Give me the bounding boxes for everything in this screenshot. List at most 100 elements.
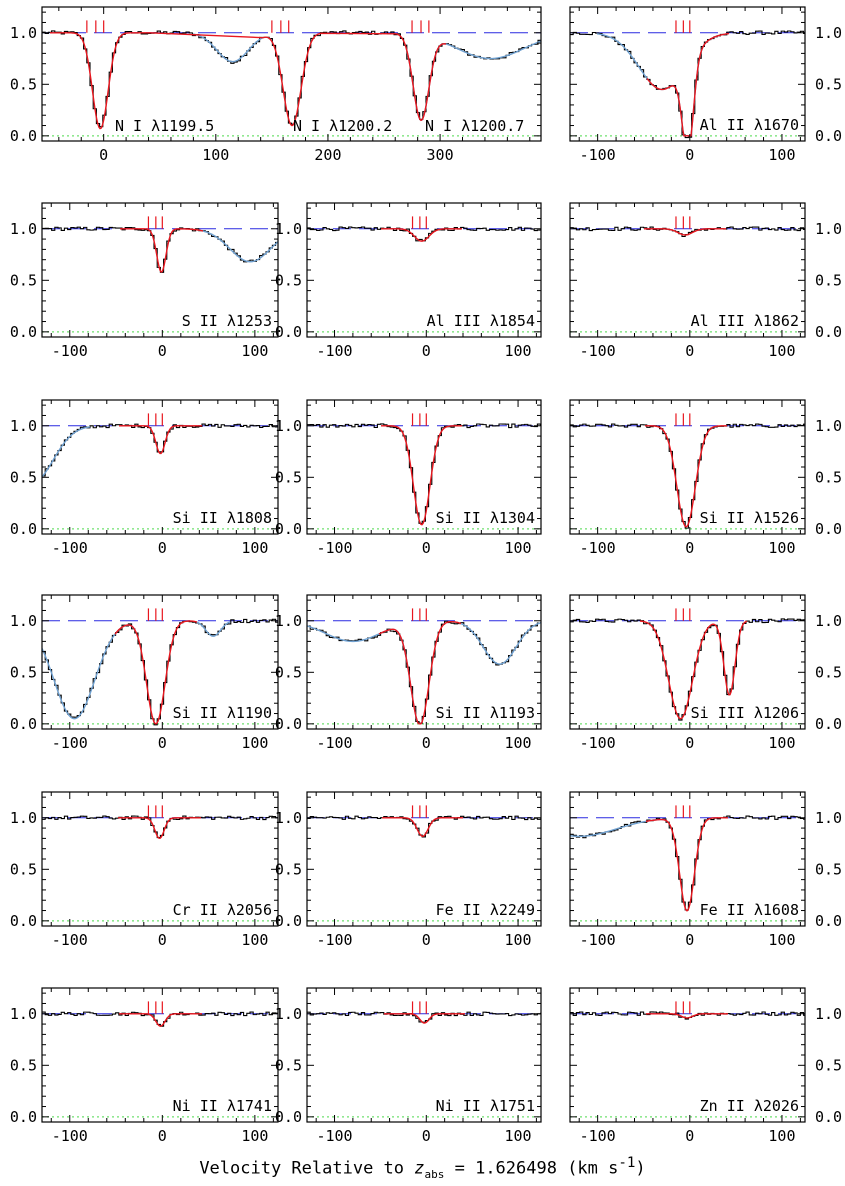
transition-label: N I λ1199.5	[115, 117, 214, 135]
y-tick-label: 0.0	[275, 520, 302, 538]
x-tick-label: 100	[241, 539, 268, 557]
y-tick-label: 0.0	[815, 1108, 842, 1126]
transition-label: Al III λ1862	[691, 312, 799, 330]
x-tick-label: 0	[685, 342, 694, 360]
x-tick-label: -100	[316, 1127, 352, 1145]
y-tick-label: 0.5	[275, 468, 302, 486]
blend-fit-curve	[192, 33, 541, 122]
x-tick-label: 100	[241, 734, 268, 752]
x-tick-label: -100	[580, 1127, 616, 1145]
y-tick-label: 0.5	[10, 271, 37, 289]
plot-area	[307, 423, 541, 530]
transition-label: N I λ1200.7	[425, 117, 524, 135]
plot-area	[307, 620, 541, 725]
y-tick-label: 1.0	[815, 24, 842, 42]
x-tick-label: -100	[580, 539, 616, 557]
y-tick-label: 1.0	[10, 809, 37, 827]
y-tick-label: 1.0	[10, 220, 37, 238]
data-spectrum	[307, 1011, 541, 1023]
x-tick-label: 0	[422, 539, 431, 557]
voigt-fit-curve	[118, 425, 202, 455]
y-tick-label: 0.5	[815, 271, 842, 289]
y-tick-label: 0.5	[815, 468, 842, 486]
x-axis-title-close: )	[635, 1158, 646, 1179]
y-tick-label: 0.0	[275, 715, 302, 733]
data-spectrum	[570, 815, 805, 911]
voigt-fit-curve	[646, 1013, 728, 1019]
x-axis-title-sub: abs	[424, 1168, 445, 1182]
x-tick-label: -100	[580, 342, 616, 360]
plot-area	[307, 1011, 541, 1118]
plot-area	[42, 1011, 278, 1118]
panel-13: -100 0 100 0.0 0.5 1.0 Fe II λ1608	[569, 791, 842, 949]
voigt-fit-curve	[120, 228, 204, 273]
blend-fit-curve	[570, 818, 668, 838]
y-tick-label: 1.0	[815, 220, 842, 238]
voigt-fit-curve	[381, 425, 462, 526]
transition-label: Cr II λ2056	[173, 901, 272, 919]
x-tick-label: 0	[685, 931, 694, 949]
x-tick-label: 100	[241, 931, 268, 949]
plot-area	[42, 30, 541, 137]
x-tick-label: -100	[52, 734, 88, 752]
plot-area	[42, 815, 278, 922]
x-tick-label: -100	[52, 342, 88, 360]
y-tick-label: 0.0	[815, 912, 842, 930]
y-tick-label: 0.5	[815, 1056, 842, 1074]
x-tick-label: -100	[580, 146, 616, 164]
x-tick-label: 0	[685, 146, 694, 164]
x-tick-label: -100	[316, 539, 352, 557]
transition-label: Ni II λ1751	[436, 1097, 535, 1115]
voigt-fit-curve	[118, 817, 201, 839]
x-tick-label: 100	[241, 1127, 268, 1145]
transition-label: Si III λ1206	[691, 704, 799, 722]
transition-label: Ni II λ1741	[173, 1097, 272, 1115]
panel-1: -100 0 100 0.0 0.5 1.0 Al II λ1670	[569, 6, 842, 164]
x-tick-label: 100	[768, 342, 795, 360]
x-tick-label: -100	[316, 342, 352, 360]
x-tick-label: 100	[505, 1127, 532, 1145]
voigt-fit-curve	[646, 32, 730, 137]
x-tick-label: 0	[685, 1127, 694, 1145]
plot-area	[42, 226, 278, 333]
plot-area	[570, 618, 805, 725]
transition-label: S II λ1253	[182, 312, 272, 330]
panel-11: -100 0 100 0.0 0.5 1.0 Cr II λ2056	[10, 791, 279, 949]
panel-12: -100 0 100 0.0 0.5 1.0 Fe II λ2249	[275, 791, 542, 949]
transition-label: Zn II λ2026	[700, 1097, 799, 1115]
y-tick-label: 0.0	[275, 1108, 302, 1126]
y-tick-label: 1.0	[815, 1005, 842, 1023]
x-tick-label: 0	[422, 342, 431, 360]
x-tick-label: 0	[158, 734, 167, 752]
x-tick-label: 0	[422, 1127, 431, 1145]
panel-15: -100 0 100 0.0 0.5 1.0 Ni II λ1751	[275, 987, 542, 1145]
y-tick-label: 1.0	[10, 1005, 37, 1023]
voigt-fit-curve	[381, 228, 462, 242]
y-tick-label: 0.5	[275, 663, 302, 681]
y-tick-label: 0.5	[275, 271, 302, 289]
y-tick-label: 0.5	[10, 468, 37, 486]
x-axis-title-exp: -1	[618, 1155, 636, 1171]
y-tick-label: 0.5	[815, 663, 842, 681]
y-tick-label: 0.0	[275, 912, 302, 930]
voigt-fit-curve	[644, 425, 728, 528]
y-tick-label: 1.0	[275, 1005, 302, 1023]
voigt-fit-curve	[119, 1013, 202, 1027]
y-tick-label: 0.0	[10, 127, 37, 145]
data-spectrum	[570, 226, 805, 238]
x-axis-title-prefix: Velocity Relative to	[199, 1158, 415, 1179]
y-tick-label: 1.0	[815, 612, 842, 630]
y-tick-label: 0.0	[10, 520, 37, 538]
voigt-fit-curve	[639, 620, 748, 720]
x-tick-label: -100	[52, 1127, 88, 1145]
y-tick-label: 1.0	[10, 417, 37, 435]
data-spectrum	[42, 423, 278, 477]
panel-14: -100 0 100 0.0 0.5 1.0 Ni II λ1741	[10, 987, 279, 1145]
y-tick-label: 0.0	[10, 323, 37, 341]
x-tick-label: 0	[158, 1127, 167, 1145]
y-tick-label: 0.5	[815, 860, 842, 878]
panel-7: -100 0 100 0.0 0.5 1.0 Si II λ1526	[569, 399, 842, 557]
x-tick-label: 0	[422, 931, 431, 949]
data-spectrum	[307, 815, 541, 838]
transition-label: Si II λ1808	[173, 509, 272, 527]
